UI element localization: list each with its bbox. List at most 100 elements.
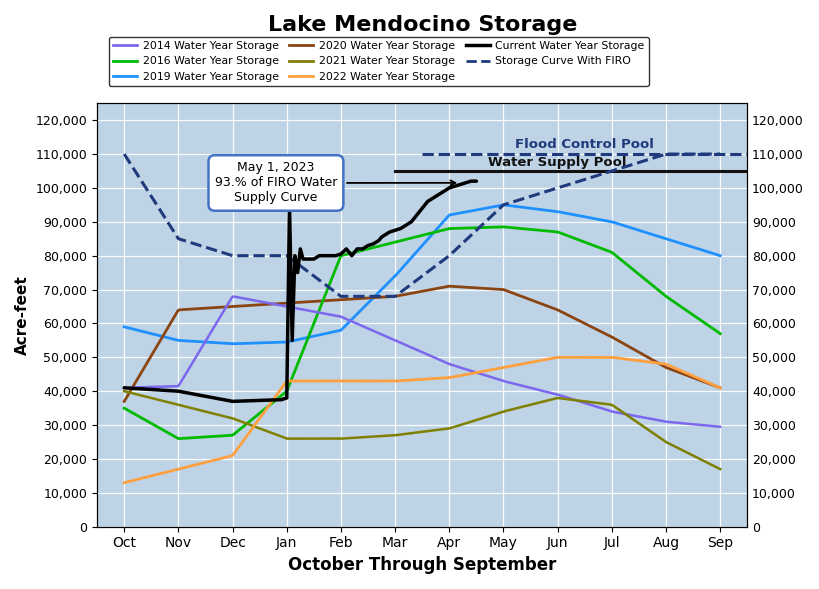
Current Water Year Storage (472, 178, 482, 185)
2019 Water Year Storage (715, 252, 725, 259)
Storage Curve With FIRO (553, 184, 563, 191)
Current Water Year Storage (352, 246, 362, 253)
2019 Water Year Storage (120, 323, 129, 330)
Current Water Year Storage (423, 198, 432, 205)
Current Water Year Storage (314, 252, 324, 259)
2019 Water Year Storage (229, 340, 238, 348)
2021 Water Year Storage (553, 395, 563, 402)
2022 Water Year Storage (314, 378, 324, 385)
2021 Water Year Storage (550, 395, 559, 402)
2016 Water Year Storage (174, 435, 184, 442)
Current Water Year Storage (290, 252, 300, 259)
2021 Water Year Storage (191, 406, 201, 413)
2020 Water Year Storage (355, 295, 365, 302)
Line: Current Water Year Storage: Current Water Year Storage (124, 181, 477, 401)
Current Water Year Storage (455, 181, 465, 188)
Current Water Year Storage (304, 256, 314, 263)
2021 Water Year Storage (120, 388, 129, 395)
2022 Water Year Storage (553, 354, 563, 361)
Current Water Year Storage (228, 398, 238, 405)
2022 Water Year Storage (191, 461, 201, 468)
Line: 2021 Water Year Storage: 2021 Water Year Storage (124, 391, 720, 469)
Storage Curve With FIRO (174, 235, 183, 242)
Current Water Year Storage (277, 396, 287, 403)
2019 Water Year Storage (553, 208, 563, 215)
Current Water Year Storage (396, 225, 405, 232)
X-axis label: October Through September: October Through September (288, 556, 556, 574)
Current Water Year Storage (450, 183, 459, 190)
Title: Lake Mendocino Storage: Lake Mendocino Storage (268, 15, 577, 35)
Line: 2022 Water Year Storage: 2022 Water Year Storage (124, 358, 720, 482)
2020 Water Year Storage (554, 307, 563, 314)
2016 Water Year Storage (192, 434, 202, 441)
Current Water Year Storage (406, 219, 416, 226)
Current Water Year Storage (174, 388, 183, 395)
Storage Curve With FIRO (120, 151, 129, 158)
Legend: 2014 Water Year Storage, 2016 Water Year Storage, 2019 Water Year Storage, 2020 : 2014 Water Year Storage, 2016 Water Year… (109, 37, 649, 86)
Current Water Year Storage (363, 242, 373, 249)
Current Water Year Storage (418, 205, 428, 212)
2016 Water Year Storage (553, 229, 563, 236)
Line: 2014 Water Year Storage: 2014 Water Year Storage (124, 296, 720, 427)
Current Water Year Storage (414, 208, 424, 215)
Line: 2016 Water Year Storage: 2016 Water Year Storage (124, 227, 720, 439)
2014 Water Year Storage (229, 293, 238, 300)
2022 Water Year Storage (494, 365, 504, 372)
2014 Water Year Storage (315, 309, 325, 316)
Current Water Year Storage (331, 252, 341, 259)
Y-axis label: Acre-feet: Acre-feet (15, 275, 30, 355)
Current Water Year Storage (358, 246, 368, 253)
2020 Water Year Storage (445, 283, 455, 290)
2021 Water Year Storage (355, 434, 365, 441)
Current Water Year Storage (298, 256, 308, 263)
2016 Water Year Storage (555, 230, 565, 237)
2019 Water Year Storage (357, 306, 367, 313)
2020 Water Year Storage (715, 384, 725, 391)
2019 Water Year Storage (499, 201, 509, 209)
Current Water Year Storage (412, 211, 422, 219)
Current Water Year Storage (377, 233, 387, 240)
2019 Water Year Storage (495, 202, 505, 209)
2022 Water Year Storage (554, 354, 563, 361)
Current Water Year Storage (382, 230, 392, 237)
Line: 2019 Water Year Storage: 2019 Water Year Storage (124, 205, 720, 344)
Current Water Year Storage (342, 246, 351, 253)
Storage Curve With FIRO (282, 252, 292, 259)
2020 Water Year Storage (120, 398, 129, 405)
Current Water Year Storage (120, 384, 129, 391)
Current Water Year Storage (282, 395, 292, 402)
Current Water Year Storage (445, 184, 455, 191)
2016 Water Year Storage (499, 223, 509, 230)
2016 Water Year Storage (120, 405, 129, 412)
Storage Curve With FIRO (390, 293, 400, 300)
Current Water Year Storage (379, 232, 389, 239)
Current Water Year Storage (284, 201, 294, 209)
2014 Water Year Storage (551, 391, 561, 398)
Current Water Year Storage (369, 240, 378, 247)
2016 Water Year Storage (357, 247, 367, 254)
2019 Water Year Storage (191, 338, 201, 345)
Storage Curve With FIRO (607, 167, 617, 174)
Text: May 1, 2023
93.% of FIRO Water
Supply Curve: May 1, 2023 93.% of FIRO Water Supply Cu… (215, 161, 455, 204)
Storage Curve With FIRO (445, 252, 455, 259)
2021 Water Year Storage (715, 465, 725, 472)
2020 Water Year Storage (191, 305, 201, 312)
2014 Water Year Storage (357, 322, 367, 329)
Current Water Year Storage (374, 237, 384, 244)
2014 Water Year Storage (191, 353, 201, 360)
2014 Water Year Storage (495, 376, 505, 383)
Current Water Year Storage (347, 252, 357, 259)
2016 Water Year Storage (495, 223, 505, 230)
2016 Water Year Storage (715, 330, 725, 337)
Current Water Year Storage (309, 256, 319, 263)
Current Water Year Storage (401, 221, 411, 229)
Storage Curve With FIRO (661, 151, 671, 158)
Current Water Year Storage (390, 227, 400, 234)
Current Water Year Storage (336, 250, 346, 257)
Text: Water Supply Pool: Water Supply Pool (488, 156, 627, 169)
Current Water Year Storage (325, 252, 335, 259)
2014 Water Year Storage (554, 392, 563, 399)
2022 Water Year Storage (550, 355, 559, 362)
Line: Storage Curve With FIRO: Storage Curve With FIRO (124, 154, 720, 296)
Current Water Year Storage (460, 179, 470, 186)
